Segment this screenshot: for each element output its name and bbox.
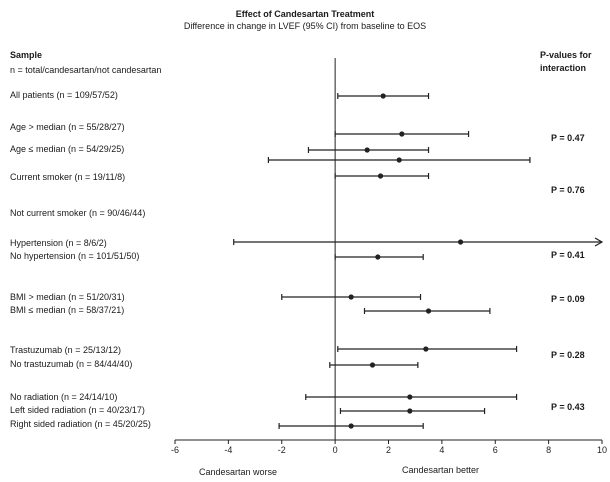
x-label-candesartan-worse: Candesartan worse <box>199 467 278 477</box>
point-estimate <box>457 239 464 245</box>
row-label-current-smoker: Current smoker (n = 19/11/8) <box>10 172 126 182</box>
x-tick-label: 6 <box>493 445 498 455</box>
chart-title: Effect of Candesartan Treatment <box>235 9 375 19</box>
point-estimate <box>423 346 429 352</box>
row-label-hypertension: Hypertension (n = 8/6/2) <box>10 238 107 248</box>
chart-subtitle: Difference in change in LVEF (95% CI) fr… <box>183 21 427 31</box>
ci-arrow <box>594 237 604 247</box>
p-value-radiation: P = 0.43 <box>551 402 585 412</box>
row-label-right-sided-radiation: Right sided radiation (n = 45/20/25) <box>10 419 151 429</box>
row-label-trastuzumab: Trastuzumab (n = 25/13/12) <box>10 345 121 355</box>
point-estimate <box>380 93 386 99</box>
row-label-bmi-above-median: BMI > median (n = 51/20/31) <box>10 292 125 302</box>
row-label-bmi-below-median: BMI ≤ median (n = 58/37/21) <box>10 305 125 315</box>
row-label-all-patients: All patients (n = 109/57/52) <box>10 90 118 100</box>
point-estimate <box>425 308 432 314</box>
p-value-trastuzumab: P = 0.28 <box>551 350 585 360</box>
row-label-no-hypertension: No hypertension (n = 101/51/50) <box>10 251 140 261</box>
point-estimate <box>364 147 370 153</box>
row-label-age-below-median: Age ≤ median (n = 54/29/25) <box>10 144 125 154</box>
x-tick-label: 4 <box>439 445 444 455</box>
point-estimate <box>396 157 402 163</box>
p-value-smoking: P = 0.76 <box>551 185 585 195</box>
row-label-age-above-median: Age > median (n = 55/28/27) <box>10 122 125 132</box>
pvalue-header-line2: interaction <box>540 63 587 73</box>
x-tick-label: 2 <box>386 445 391 455</box>
point-estimate <box>375 254 381 260</box>
x-tick-label: 0 <box>333 445 338 455</box>
p-value-hypertension: P = 0.41 <box>551 250 585 260</box>
x-tick-label: -2 <box>278 445 286 455</box>
x-tick-label: -4 <box>224 445 232 455</box>
point-estimate <box>407 408 413 414</box>
x-tick-label: -6 <box>171 445 179 455</box>
x-tick-label: 10 <box>597 445 607 455</box>
sample-header: Sample <box>10 50 43 60</box>
point-estimate <box>377 173 384 179</box>
point-estimate <box>399 131 405 137</box>
row-label-left-sided-radiation: Left sided radiation (n = 40/23/17) <box>10 405 145 415</box>
x-tick-label: 8 <box>546 445 551 455</box>
pvalue-header-line1: P-values for <box>540 50 592 60</box>
point-estimate <box>348 423 354 429</box>
x-label-candesartan-better: Candesartan better <box>402 465 480 475</box>
point-estimate <box>369 362 376 368</box>
row-label-not-current-smoker: Not current smoker (n = 90/46/44) <box>10 208 146 218</box>
p-value-bmi: P = 0.09 <box>551 294 585 304</box>
p-value-age: P = 0.47 <box>551 133 585 143</box>
point-estimate <box>348 294 354 300</box>
sample-subheader: n = total/candesartan/not candesartan <box>10 65 162 75</box>
row-label-no-radiation: No radiation (n = 24/14/10) <box>10 392 118 402</box>
row-label-no-trastuzumab: No trastuzumab (n = 84/44/40) <box>10 359 133 369</box>
point-estimate <box>407 394 413 400</box>
